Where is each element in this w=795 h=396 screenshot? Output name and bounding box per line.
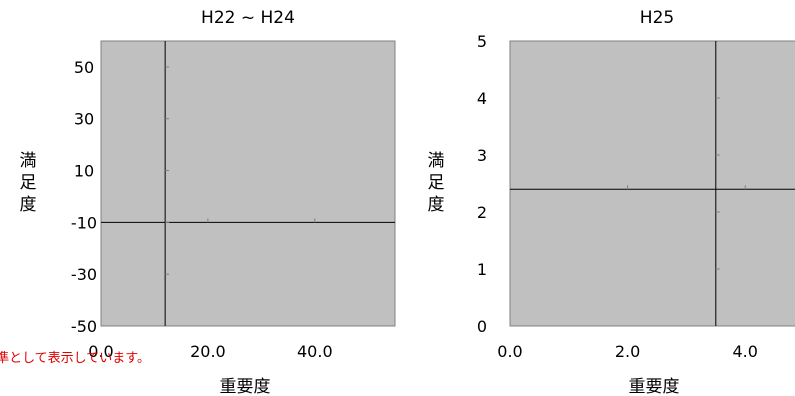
x-tick-label: 20.0 [190,342,226,361]
x-axis-label: 重要度 [220,377,271,396]
footnote: ※ 平均値を基準として表示しています。 [0,347,150,369]
x-axis-label: 重要度 [629,377,680,396]
x-tick-label: 40.0 [297,342,333,361]
y-tick-label: 50 [74,58,94,77]
y-tick-label: 10 [74,162,94,181]
y-tick-label: 1 [477,260,487,279]
chart-title: H25 [640,8,674,28]
x-tick-label: 0.0 [497,342,522,361]
y-tick-label: 30 [74,110,94,129]
y-tick-label: -50 [71,317,97,336]
chart-h22-h24: H22 ~ H24 -50 -30 -10 10 30 50 0.0 20.0 40.0 満足度重要… [20,8,396,396]
plot-area [509,40,795,327]
y-tick-label: 2 [477,203,487,222]
y-tick-label: -10 [71,213,97,232]
y-axis-label: 満足度 [428,151,445,215]
chart-title: H22 ~ H24 [201,8,295,28]
y-tick-label: 5 [477,32,487,51]
x-tick-label: 4.0 [732,342,757,361]
y-axis-label: 満足度 [20,151,37,215]
y-tick-label: -30 [71,265,97,284]
y-tick-label: 4 [477,89,487,108]
y-tick-label: 0 [477,317,487,336]
x-tick-label: 2.0 [615,342,640,361]
footnote-text: ※ 平均値を基準として表示しています。 [0,351,150,366]
y-tick-label: 3 [477,146,487,165]
plot-area [100,40,396,327]
x-tick-label: 0.0 [88,342,113,361]
